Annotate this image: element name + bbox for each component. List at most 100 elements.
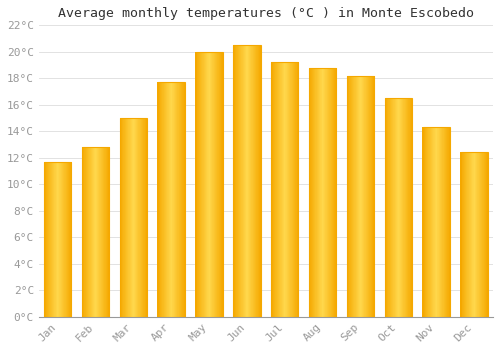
Bar [449, 127, 450, 317]
Bar [204, 52, 206, 317]
Bar [134, 118, 135, 317]
Bar [288, 62, 289, 317]
Bar [322, 68, 324, 317]
Bar [143, 118, 144, 317]
Bar [362, 76, 363, 317]
Bar [316, 68, 317, 317]
Bar [462, 153, 463, 317]
Bar [355, 76, 356, 317]
Bar [52, 162, 54, 317]
Bar [179, 82, 180, 317]
Bar [372, 76, 373, 317]
Bar [284, 62, 285, 317]
Bar [82, 147, 83, 317]
Bar [310, 68, 311, 317]
Bar [163, 82, 164, 317]
Bar [408, 98, 409, 317]
Bar [238, 45, 239, 317]
Bar [136, 118, 137, 317]
Bar [317, 68, 318, 317]
Bar [396, 98, 397, 317]
Bar [293, 62, 294, 317]
Bar [106, 147, 108, 317]
Bar [351, 76, 352, 317]
Bar [400, 98, 401, 317]
Bar [165, 82, 166, 317]
Bar [48, 162, 49, 317]
Bar [208, 52, 209, 317]
Bar [436, 127, 437, 317]
Bar [258, 45, 260, 317]
Bar [373, 76, 374, 317]
Bar [122, 118, 123, 317]
Bar [448, 127, 449, 317]
Bar [68, 162, 69, 317]
Bar [160, 82, 161, 317]
Bar [86, 147, 88, 317]
Bar [274, 62, 275, 317]
Bar [255, 45, 256, 317]
Bar [259, 45, 260, 317]
Bar [297, 62, 298, 317]
Bar [425, 127, 426, 317]
Bar [260, 45, 261, 317]
Bar [243, 45, 244, 317]
Bar [320, 68, 321, 317]
Bar [252, 45, 253, 317]
Bar [394, 98, 395, 317]
Bar [254, 45, 255, 317]
Bar [465, 153, 466, 317]
Bar [388, 98, 389, 317]
Bar [56, 162, 57, 317]
Bar [248, 45, 250, 317]
Bar [184, 82, 185, 317]
Bar [218, 52, 219, 317]
Bar [88, 147, 89, 317]
Bar [147, 118, 148, 317]
Bar [446, 127, 447, 317]
Bar [423, 127, 424, 317]
Bar [365, 76, 366, 317]
Bar [219, 52, 220, 317]
Bar [467, 153, 468, 317]
Bar [439, 127, 440, 317]
Bar [432, 127, 433, 317]
Bar [236, 45, 237, 317]
Bar [422, 127, 423, 317]
Bar [162, 82, 163, 317]
Bar [403, 98, 404, 317]
Bar [472, 153, 473, 317]
Bar [65, 162, 66, 317]
Bar [249, 45, 250, 317]
Bar [67, 162, 68, 317]
Bar [141, 118, 142, 317]
Bar [354, 76, 355, 317]
Bar [239, 45, 240, 317]
Bar [314, 68, 315, 317]
Bar [271, 62, 272, 317]
Bar [62, 162, 63, 317]
Bar [47, 162, 48, 317]
Bar [213, 52, 214, 317]
Bar [241, 45, 242, 317]
Bar [202, 52, 203, 317]
Bar [168, 82, 169, 317]
Bar [158, 82, 159, 317]
Bar [328, 68, 329, 317]
Bar [327, 68, 328, 317]
Bar [278, 62, 279, 317]
Bar [433, 127, 434, 317]
Bar [359, 76, 360, 317]
Bar [128, 118, 129, 317]
Bar [127, 118, 128, 317]
Bar [438, 127, 439, 317]
Bar [166, 82, 167, 317]
Bar [49, 162, 50, 317]
Bar [346, 76, 347, 317]
Bar [487, 153, 488, 317]
Bar [291, 62, 292, 317]
Bar [331, 68, 332, 317]
Bar [251, 45, 252, 317]
Bar [271, 62, 298, 317]
Bar [234, 45, 260, 317]
